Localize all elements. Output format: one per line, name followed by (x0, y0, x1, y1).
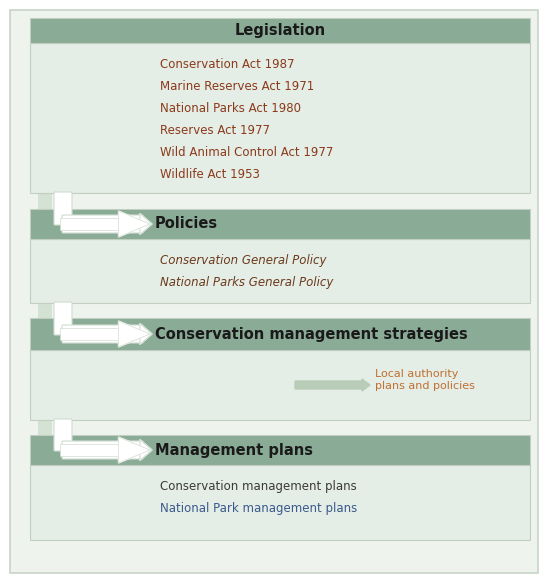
FancyBboxPatch shape (30, 239, 530, 303)
Text: Policies: Policies (155, 216, 218, 231)
FancyBboxPatch shape (62, 441, 143, 459)
FancyBboxPatch shape (30, 43, 530, 193)
Text: Conservation management strategies: Conservation management strategies (155, 326, 468, 342)
FancyBboxPatch shape (62, 325, 143, 343)
FancyBboxPatch shape (10, 10, 538, 573)
Text: Conservation management plans: Conservation management plans (160, 480, 357, 493)
Text: Local authority
plans and policies: Local authority plans and policies (375, 369, 475, 391)
Text: Management plans: Management plans (155, 442, 313, 458)
Text: Conservation General Policy: Conservation General Policy (160, 254, 327, 267)
Polygon shape (140, 324, 152, 345)
Polygon shape (118, 321, 150, 347)
FancyBboxPatch shape (60, 218, 118, 230)
FancyBboxPatch shape (38, 193, 52, 540)
Text: Wildlife Act 1953: Wildlife Act 1953 (160, 168, 260, 181)
Text: Marine Reserves Act 1971: Marine Reserves Act 1971 (160, 80, 314, 93)
Text: Conservation Act 1987: Conservation Act 1987 (160, 58, 294, 71)
FancyBboxPatch shape (30, 318, 530, 350)
FancyBboxPatch shape (54, 419, 72, 451)
FancyBboxPatch shape (55, 193, 69, 540)
FancyBboxPatch shape (30, 465, 530, 540)
FancyBboxPatch shape (60, 328, 118, 340)
FancyBboxPatch shape (30, 209, 530, 239)
Polygon shape (140, 213, 152, 234)
FancyBboxPatch shape (30, 18, 530, 43)
FancyBboxPatch shape (30, 435, 530, 465)
Polygon shape (140, 440, 152, 461)
Text: Legislation: Legislation (235, 23, 326, 38)
Text: National Park management plans: National Park management plans (160, 502, 357, 515)
Polygon shape (295, 379, 370, 391)
FancyBboxPatch shape (54, 302, 72, 335)
Polygon shape (118, 211, 150, 237)
Polygon shape (118, 437, 150, 463)
Text: National Parks Act 1980: National Parks Act 1980 (160, 102, 301, 115)
FancyBboxPatch shape (54, 192, 72, 225)
Text: Wild Animal Control Act 1977: Wild Animal Control Act 1977 (160, 146, 333, 159)
Text: Reserves Act 1977: Reserves Act 1977 (160, 124, 270, 137)
FancyBboxPatch shape (30, 350, 530, 420)
FancyBboxPatch shape (62, 215, 143, 233)
Text: National Parks General Policy: National Parks General Policy (160, 276, 333, 289)
FancyBboxPatch shape (60, 444, 118, 456)
